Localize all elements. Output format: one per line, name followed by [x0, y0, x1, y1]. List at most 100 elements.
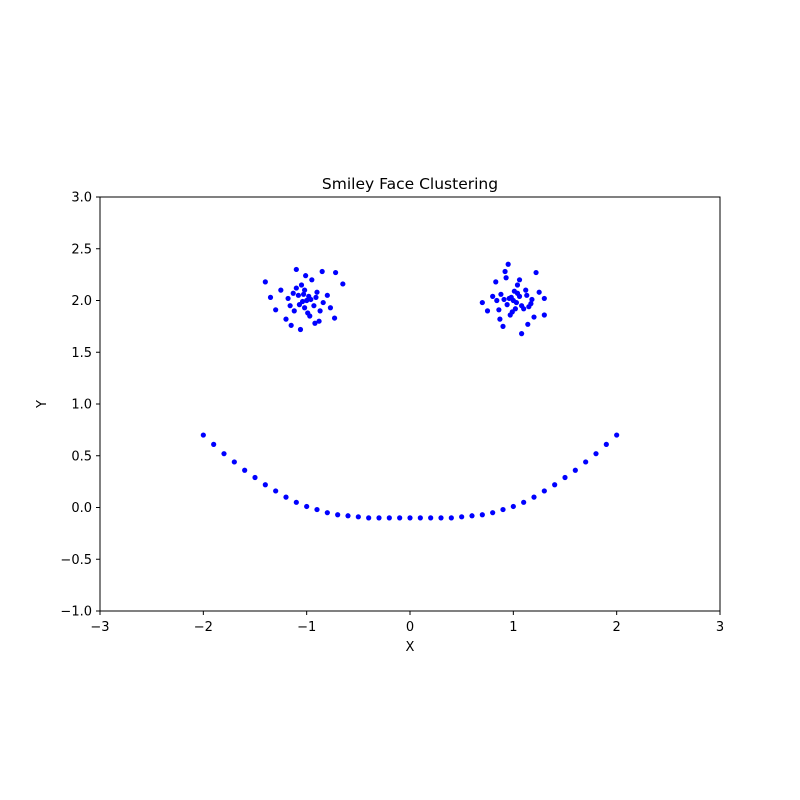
data-point	[262, 279, 268, 285]
plot-frame	[99, 196, 721, 612]
data-point	[407, 515, 413, 521]
data-point	[211, 441, 217, 447]
data-point	[428, 515, 434, 521]
data-point	[355, 514, 361, 520]
data-point	[304, 503, 310, 510]
data-point	[331, 315, 338, 321]
data-point	[562, 474, 568, 481]
data-point	[278, 287, 284, 293]
data-point	[295, 292, 301, 298]
data-point	[504, 302, 510, 308]
y-axis-label: Y	[35, 400, 50, 409]
data-point	[541, 312, 547, 318]
data-point	[505, 261, 511, 267]
data-point	[506, 295, 512, 302]
data-point	[288, 322, 294, 328]
data-point	[267, 294, 274, 300]
data-point	[287, 303, 293, 309]
y-tick-label: 3.0	[71, 191, 92, 206]
x-tick-label: −2	[194, 620, 213, 635]
data-point	[314, 289, 320, 295]
data-point	[293, 266, 299, 273]
data-point	[300, 291, 307, 297]
x-tick-label: 3	[716, 620, 724, 635]
data-point	[262, 482, 268, 488]
data-point	[494, 297, 500, 304]
data-point	[319, 268, 325, 275]
data-point	[501, 296, 507, 303]
data-point	[523, 287, 529, 293]
data-point	[302, 305, 308, 311]
data-point	[519, 303, 525, 309]
data-point	[320, 299, 326, 306]
data-point	[291, 308, 297, 314]
data-point	[324, 510, 330, 516]
x-axis: −3 −2 −1 0 1 2 3	[90, 611, 724, 635]
data-point	[502, 268, 508, 275]
data-point	[333, 269, 339, 276]
data-point	[496, 307, 502, 313]
data-point	[541, 295, 547, 302]
x-tick-label: 1	[509, 620, 517, 635]
data-point	[311, 303, 317, 309]
data-point	[283, 316, 289, 322]
data-point	[493, 279, 499, 285]
data-point	[438, 515, 444, 521]
data-point	[309, 277, 315, 283]
data-point	[603, 441, 609, 447]
data-point	[298, 282, 305, 288]
data-point	[536, 289, 542, 295]
data-point	[529, 296, 535, 303]
data-point	[533, 269, 539, 276]
data-point	[327, 305, 334, 311]
data-point	[510, 503, 516, 510]
data-point	[376, 515, 382, 521]
data-point	[469, 513, 475, 519]
data-point	[513, 299, 520, 306]
data-point	[290, 290, 296, 296]
data-point	[484, 308, 491, 314]
data-point	[397, 515, 403, 521]
data-point	[345, 513, 351, 519]
y-axis: −1.0 −0.5 0.0 0.5 1.0 1.5 2.0 2.5 3.0	[60, 191, 100, 620]
data-point	[312, 320, 318, 326]
data-point	[283, 494, 289, 500]
data-point	[417, 515, 423, 521]
x-tick-label: −1	[297, 620, 316, 635]
data-point	[316, 318, 322, 324]
data-point	[525, 321, 531, 327]
data-point	[296, 302, 303, 308]
data-point	[273, 307, 279, 313]
data-point	[514, 282, 521, 288]
data-point	[448, 515, 454, 521]
data-point	[500, 323, 506, 329]
y-tick-label: 1.0	[71, 398, 92, 413]
y-tick-label: 2.0	[71, 294, 92, 309]
x-tick-label: 2	[613, 620, 621, 635]
data-point	[531, 494, 537, 500]
data-point	[302, 287, 308, 293]
data-point	[500, 506, 506, 513]
data-point	[519, 331, 525, 337]
data-point	[340, 281, 346, 287]
data-point	[521, 499, 527, 505]
data-point	[497, 316, 503, 322]
data-point	[273, 488, 279, 494]
data-points	[200, 261, 620, 521]
data-point	[583, 459, 589, 465]
data-point	[324, 292, 330, 298]
data-point	[490, 293, 496, 299]
data-point	[531, 314, 537, 320]
data-point	[242, 467, 248, 473]
data-point	[313, 294, 319, 300]
data-point	[335, 512, 341, 518]
data-point	[317, 308, 323, 314]
data-point	[503, 275, 509, 281]
y-tick-label: 2.5	[71, 242, 92, 257]
data-point	[308, 296, 314, 303]
data-point	[200, 432, 206, 438]
chart-title: Smiley Face Clustering	[322, 175, 498, 193]
data-point	[285, 295, 291, 302]
data-point	[541, 488, 547, 494]
